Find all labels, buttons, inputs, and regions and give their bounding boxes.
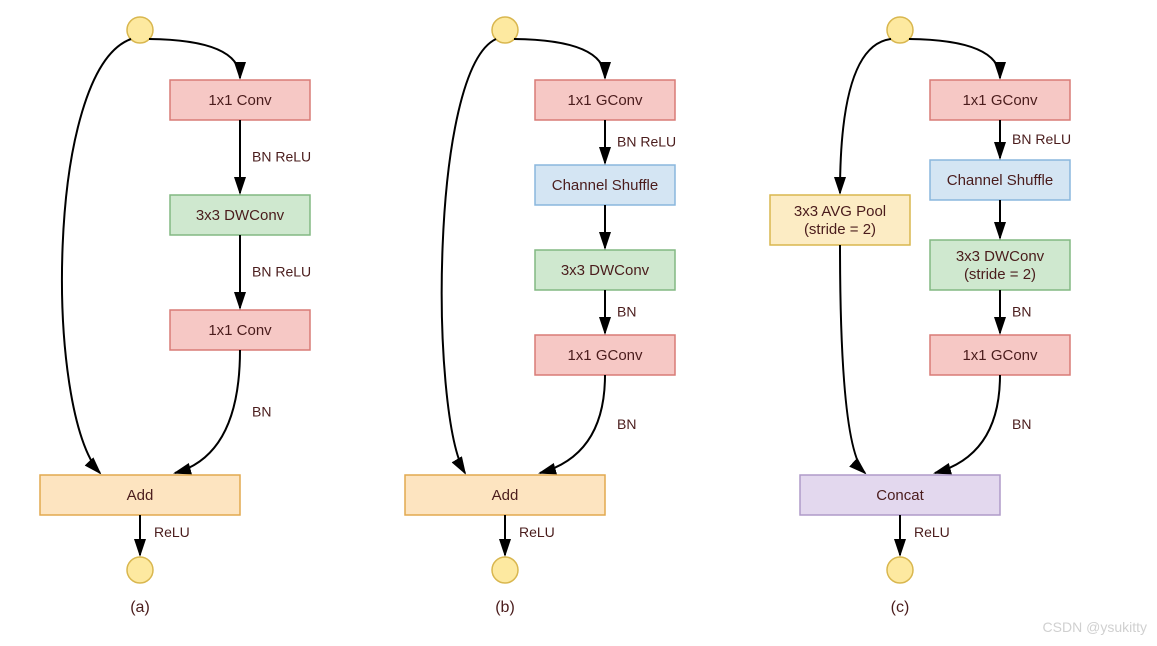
- edge-in-skip-c: [840, 39, 891, 193]
- output-node-a: [127, 557, 153, 583]
- final-annot-c: ReLU: [914, 524, 950, 540]
- annot-c-2: BN: [1012, 304, 1031, 320]
- final-annot-b: ReLU: [519, 524, 555, 540]
- edge-in-main-c: [909, 39, 1000, 78]
- annot-c-3: BN: [1012, 416, 1031, 432]
- watermark-text: CSDN @ysukitty: [1043, 619, 1147, 635]
- annot-b-3: BN: [617, 416, 636, 432]
- block-c-2-label: (stride = 2): [964, 266, 1036, 283]
- annot-a-2: BN: [252, 404, 271, 420]
- skip-box-c-label: 3x3 AVG Pool: [794, 203, 886, 220]
- block-b-2-label: 3x3 DWConv: [561, 262, 650, 279]
- annot-b-2: BN: [617, 304, 636, 320]
- block-c-2-label: 3x3 DWConv: [956, 248, 1045, 265]
- edge-into-merge-main-a: [175, 350, 240, 473]
- caption-c: (c): [891, 599, 910, 616]
- edge-into-merge-main-c: [935, 375, 1000, 473]
- edge-into-merge-main-b: [540, 375, 605, 473]
- annot-b-0: BN ReLU: [617, 134, 676, 150]
- annot-a-1: BN ReLU: [252, 264, 311, 280]
- edge-skip-b: [442, 39, 496, 473]
- merge-box-b-label: Add: [492, 487, 519, 504]
- block-a-2-label: 1x1 Conv: [208, 322, 272, 339]
- block-b-1-label: Channel Shuffle: [552, 177, 658, 194]
- final-annot-a: ReLU: [154, 524, 190, 540]
- output-node-c: [887, 557, 913, 583]
- edge-in-main-b: [514, 39, 605, 78]
- caption-a: (a): [130, 599, 150, 616]
- block-a-0-label: 1x1 Conv: [208, 92, 272, 109]
- block-b-3-label: 1x1 GConv: [567, 347, 643, 364]
- block-a-1-label: 3x3 DWConv: [196, 207, 285, 224]
- edge-skip-merge-c: [840, 245, 865, 473]
- annot-c-0: BN ReLU: [1012, 131, 1071, 147]
- block-c-1-label: Channel Shuffle: [947, 172, 1053, 189]
- merge-box-c-label: Concat: [876, 487, 924, 504]
- block-c-3-label: 1x1 GConv: [962, 347, 1038, 364]
- caption-b: (b): [495, 599, 515, 616]
- merge-box-a-label: Add: [127, 487, 154, 504]
- architecture-diagram: 1x1 Conv BN ReLU 3x3 DWConv BN ReLU 1x1 Conv…: [0, 0, 1157, 641]
- output-node-b: [492, 557, 518, 583]
- skip-box-c-label: (stride = 2): [804, 221, 876, 238]
- block-b-0-label: 1x1 GConv: [567, 92, 643, 109]
- block-c-0-label: 1x1 GConv: [962, 92, 1038, 109]
- edge-skip-a: [62, 39, 131, 473]
- annot-a-0: BN ReLU: [252, 149, 311, 165]
- edge-in-main-a: [149, 39, 240, 78]
